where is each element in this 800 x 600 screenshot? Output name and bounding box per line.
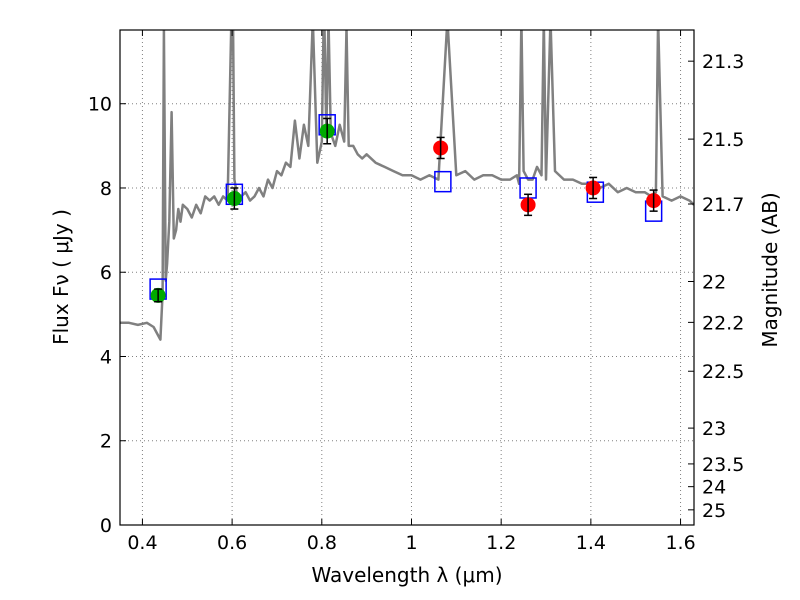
- y2-tick-label: 22: [702, 272, 726, 294]
- y2-tick-label: 24: [702, 477, 726, 499]
- model-spectrum-layer: [120, 30, 694, 341]
- y-tick-label: 10: [88, 94, 112, 116]
- y-axis-label: Flux Fν ( μJy ): [49, 209, 73, 345]
- x-tick-label: 1: [405, 532, 417, 554]
- y2-tick-label: 22.5: [702, 361, 744, 383]
- y2-axis-label: Magnitude (AB): [758, 192, 782, 347]
- y2-tick-label: 21.5: [702, 129, 744, 151]
- x-tick-label: 1.6: [665, 532, 695, 554]
- y-tick-label: 8: [100, 178, 112, 200]
- y-tick-label: 2: [100, 431, 112, 453]
- x-axis-label: Wavelength λ (μm): [311, 563, 502, 587]
- x-tick-label: 0.8: [307, 532, 337, 554]
- y2-tick-label: 23.5: [702, 454, 744, 476]
- y2-tick-label: 21.7: [702, 194, 744, 216]
- x-tick-label: 1.4: [576, 532, 606, 554]
- model-spectrum-line: [120, 30, 694, 341]
- y2-tick-label: 25: [702, 500, 726, 522]
- y2-tick-label: 23: [702, 418, 726, 440]
- plot-frame: [119, 29, 695, 526]
- axis-ticks: 0.4 0.6 0.8 1 1.2 1.4 1.6024681021.321.521.722…: [88, 30, 744, 554]
- y-tick-label: 6: [100, 262, 112, 284]
- photometry-layer: [149, 114, 663, 303]
- y-tick-label: 0: [100, 515, 112, 537]
- x-tick-label: 1.2: [486, 532, 516, 554]
- x-tick-label: 0.6: [217, 532, 247, 554]
- y2-tick-label: 22.2: [702, 312, 744, 334]
- x-tick-label: 0.4: [127, 532, 157, 554]
- y2-tick-label: 21.3: [702, 51, 744, 73]
- grid: [120, 30, 694, 526]
- y-tick-label: 4: [100, 346, 112, 368]
- model-photometry-square: [434, 170, 452, 193]
